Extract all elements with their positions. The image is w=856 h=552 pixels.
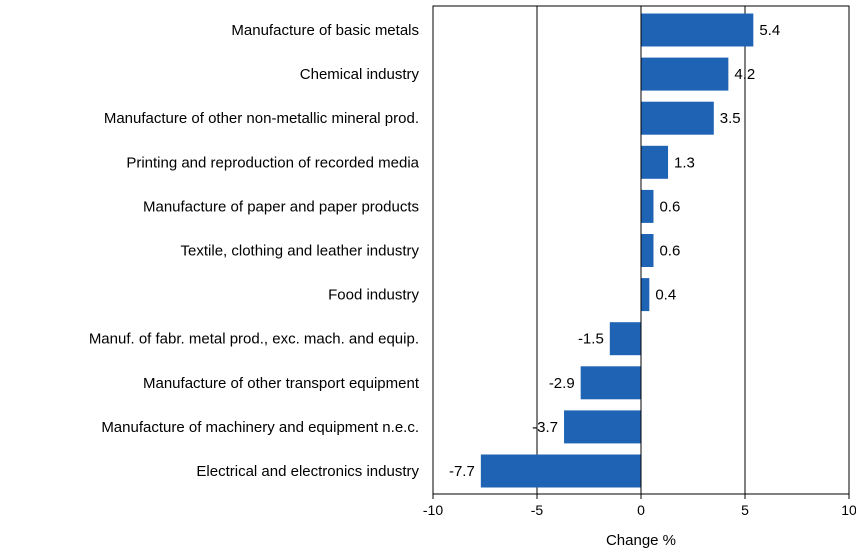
category-label: Manufacture of other transport equipment [143, 375, 420, 392]
value-label: 0.4 [655, 287, 676, 304]
value-label: -2.9 [549, 375, 575, 392]
category-label: Chemical industry [300, 66, 420, 83]
bar [641, 13, 754, 47]
bar [641, 278, 650, 312]
bar [641, 234, 654, 267]
x-tick-labels: -10 -5 0 5 10 [423, 502, 856, 518]
category-label: Manufacture of basic metals [231, 22, 419, 39]
category-label: Manufacture of paper and paper products [143, 198, 419, 215]
category-label: Manuf. of fabr. metal prod., exc. mach. … [89, 331, 419, 348]
category-label: Manufacture of other non-metallic minera… [104, 110, 419, 127]
x-tick-label: 10 [841, 502, 856, 518]
category-label: Textile, clothing and leather industry [181, 243, 420, 260]
category-label: Manufacture of machinery and equipment n… [101, 419, 419, 436]
bar [641, 101, 714, 135]
value-label: 4.2 [734, 66, 755, 83]
value-label: 5.4 [759, 22, 780, 39]
category-label: Food industry [328, 287, 419, 304]
value-labels: 5.4 4.2 3.5 1.3 0.6 0.6 0.4 -1.5 -2.9 -3.7 -7.7 [449, 22, 780, 480]
value-label: 0.6 [659, 198, 680, 215]
value-label: 3.5 [720, 110, 741, 127]
gridlines [432, 6, 850, 499]
x-tick-label: 0 [637, 502, 645, 518]
value-label: -1.5 [578, 331, 604, 348]
category-label: Printing and reproduction of recorded me… [126, 154, 419, 171]
value-label: -7.7 [449, 463, 475, 480]
bar [641, 57, 729, 91]
bars [480, 13, 754, 488]
x-tick-label: 5 [741, 502, 749, 518]
x-tick-label: -10 [423, 502, 443, 518]
category-labels: Manufacture of basic metals Chemical indu… [89, 22, 420, 480]
x-axis-title: Change % [606, 532, 676, 549]
bar [641, 145, 669, 179]
plot-frame [432, 5, 850, 495]
value-label: -3.7 [532, 419, 558, 436]
category-label: Electrical and electronics industry [196, 463, 419, 480]
bar [564, 410, 641, 444]
bar [480, 454, 641, 488]
x-tick-label: -5 [531, 502, 544, 518]
value-label: 1.3 [674, 154, 695, 171]
bar [609, 322, 641, 356]
value-label: 0.6 [659, 243, 680, 260]
bar [641, 189, 654, 223]
bar [580, 366, 641, 400]
